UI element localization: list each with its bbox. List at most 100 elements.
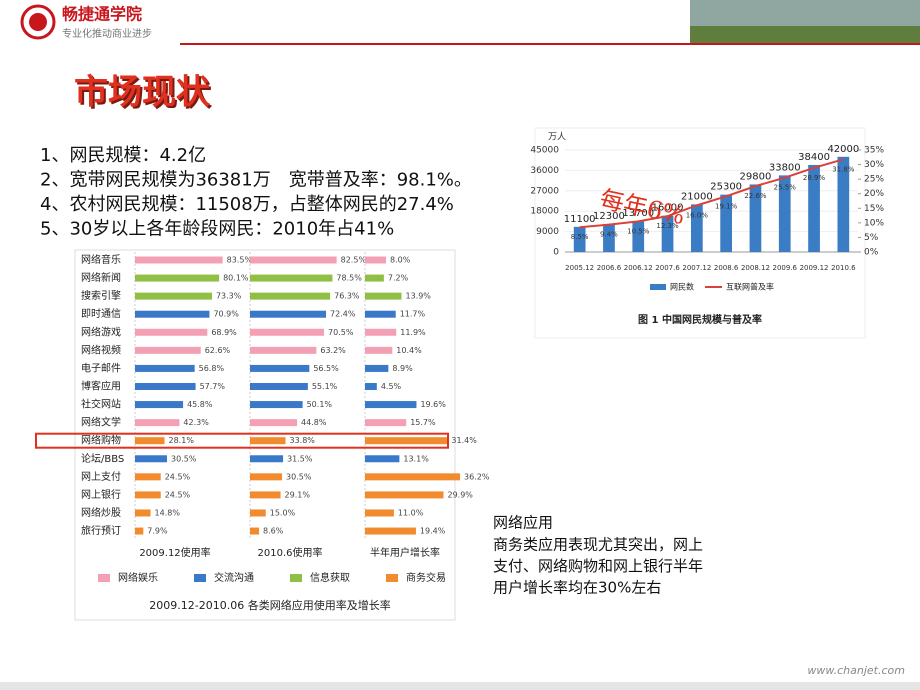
bar bbox=[250, 274, 333, 282]
value-label: 63.2% bbox=[320, 346, 346, 355]
value-label: 24.5% bbox=[165, 472, 191, 481]
value-label: 14.8% bbox=[155, 508, 181, 517]
bar bbox=[749, 184, 762, 252]
x-tick-label: 2008.6 bbox=[714, 264, 739, 272]
bar bbox=[365, 473, 461, 481]
bar bbox=[720, 194, 733, 252]
line-label: 8.5% bbox=[571, 233, 589, 241]
legend-label: 网民数 bbox=[670, 282, 694, 292]
bar bbox=[250, 473, 283, 481]
bar bbox=[573, 226, 586, 252]
value-label: 24.5% bbox=[165, 490, 191, 499]
value-label: 15.7% bbox=[410, 418, 436, 427]
logo-core bbox=[29, 13, 47, 31]
value-label: 11.0% bbox=[398, 508, 424, 517]
value-label: 11.9% bbox=[400, 328, 426, 337]
value-label: 70.9% bbox=[213, 310, 239, 319]
value-label: 70.5% bbox=[328, 328, 354, 337]
left-chart-frame bbox=[74, 249, 456, 621]
bar-label: 21000 bbox=[681, 191, 713, 202]
bar bbox=[135, 509, 151, 517]
line-label: 28.9% bbox=[803, 174, 826, 182]
category-label: 网络视频 bbox=[81, 343, 121, 356]
y-tick-label: 36000 bbox=[530, 166, 559, 176]
legend-label: 商务交易 bbox=[406, 571, 446, 584]
bar bbox=[365, 364, 389, 372]
bar bbox=[250, 455, 284, 463]
value-label: 19.6% bbox=[420, 400, 446, 409]
line-label: 19.1% bbox=[715, 202, 738, 210]
bar bbox=[135, 491, 161, 499]
bar-label: 38400 bbox=[798, 152, 830, 163]
y-tick-label: 0 bbox=[553, 248, 559, 258]
value-label: 56.8% bbox=[199, 364, 225, 373]
value-label: 13.9% bbox=[405, 292, 431, 301]
bar bbox=[365, 419, 407, 427]
value-label: 8.6% bbox=[263, 527, 284, 536]
value-label: 13.1% bbox=[403, 454, 429, 463]
bar-label: 42000 bbox=[827, 144, 859, 155]
bar bbox=[250, 401, 303, 409]
bar bbox=[365, 310, 396, 318]
bar bbox=[250, 292, 331, 300]
x-tick-label: 2008.12 bbox=[741, 264, 770, 272]
value-label: 56.5% bbox=[313, 364, 339, 373]
bar bbox=[250, 382, 308, 390]
legend-label: 交流沟通 bbox=[214, 571, 254, 584]
y-tick-label: 45000 bbox=[530, 146, 559, 156]
bar bbox=[135, 419, 180, 427]
series-name: 2009.12使用率 bbox=[139, 546, 210, 559]
value-label: 82.5% bbox=[341, 256, 367, 265]
bar bbox=[250, 419, 298, 427]
x-tick-label: 2009.12 bbox=[800, 264, 829, 272]
value-label: 73.3% bbox=[216, 292, 242, 301]
value-label: 55.1% bbox=[312, 382, 338, 391]
y2-tick-label: 15% bbox=[864, 204, 884, 214]
bar bbox=[365, 455, 400, 463]
bullet: 1、网民规模：4.2亿 bbox=[40, 145, 206, 166]
value-label: 42.3% bbox=[183, 418, 209, 427]
line-label: 16.0% bbox=[686, 211, 709, 219]
line-label: 10.5% bbox=[627, 227, 650, 235]
bullet: 2、宽带网民规模为36381万 宽带普及率：98.1%。 bbox=[40, 170, 472, 191]
highlight-box bbox=[35, 432, 449, 449]
bar bbox=[365, 527, 416, 535]
category-label: 网络购物 bbox=[81, 434, 121, 447]
bar bbox=[365, 491, 444, 499]
value-label: 8.0% bbox=[390, 256, 411, 265]
bar bbox=[365, 256, 386, 264]
x-tick-label: 2007.6 bbox=[655, 264, 680, 272]
x-tick-label: 2006.12 bbox=[624, 264, 653, 272]
bar bbox=[250, 491, 281, 499]
line-label: 9.4% bbox=[600, 231, 618, 239]
bullet: 5、30岁以上各年龄段网民：2010年占41% bbox=[40, 219, 394, 240]
value-label: 78.5% bbox=[336, 274, 362, 283]
bar bbox=[661, 215, 674, 252]
y2-tick-label: 20% bbox=[864, 189, 884, 199]
x-tick-label: 2006.6 bbox=[597, 264, 622, 272]
value-label: 29.9% bbox=[447, 490, 473, 499]
value-label: 19.4% bbox=[420, 527, 446, 536]
value-label: 36.2% bbox=[464, 472, 490, 481]
bar bbox=[778, 175, 791, 252]
category-label: 社交网站 bbox=[81, 398, 121, 411]
footer-bar bbox=[0, 682, 920, 690]
value-label: 7.2% bbox=[388, 274, 409, 283]
bullet: 4、农村网民规模：11508万，占整体网民的27.4% bbox=[40, 194, 454, 215]
series-name: 半年用户增长率 bbox=[370, 546, 440, 559]
y2-tick-label: 25% bbox=[864, 175, 884, 185]
bar-label: 33800 bbox=[769, 162, 801, 173]
x-tick-label: 2010.6 bbox=[831, 264, 856, 272]
line-label: 25.5% bbox=[774, 184, 797, 192]
bar bbox=[365, 509, 394, 517]
category-label: 论坛/BBS bbox=[81, 452, 124, 465]
value-label: 68.9% bbox=[211, 328, 237, 337]
y2-tick-label: 0% bbox=[864, 248, 879, 258]
chart-caption: 图 1 中国网民规模与普及率 bbox=[638, 313, 762, 326]
y-tick-label: 18000 bbox=[530, 207, 559, 217]
bar bbox=[135, 401, 184, 409]
y2-tick-label: 30% bbox=[864, 160, 884, 170]
category-label: 网络音乐 bbox=[81, 253, 121, 266]
category-label: 即时通信 bbox=[81, 308, 121, 320]
